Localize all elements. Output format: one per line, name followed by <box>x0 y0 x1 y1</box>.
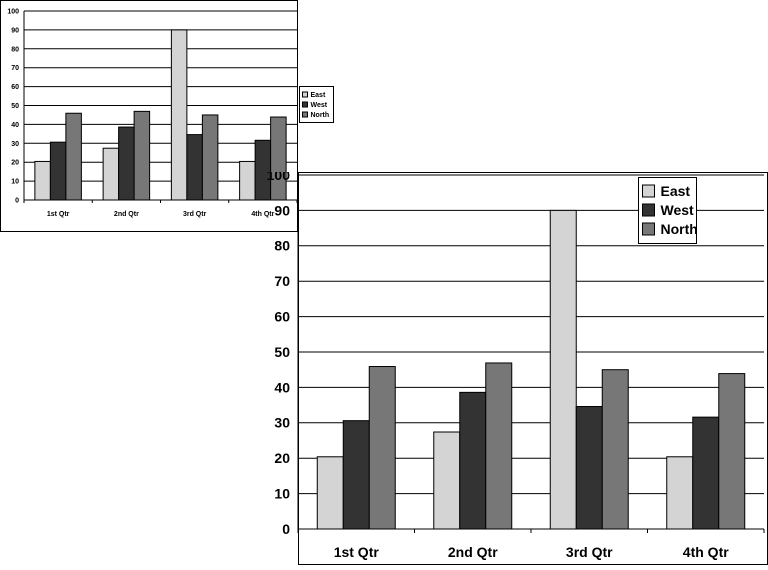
bar-west-2nd-qtr <box>118 126 135 201</box>
bar-east-1st-qtr <box>316 456 344 530</box>
legend-label-west: West <box>661 202 695 218</box>
legend-swatch-east <box>302 91 308 98</box>
bar-east-4th-qtr <box>666 456 694 530</box>
legend-swatch-north <box>642 222 655 236</box>
legend-label-east: East <box>311 92 326 99</box>
x-tick-label: 3rd Qtr <box>566 544 613 560</box>
bar-north-2nd-qtr <box>485 362 513 530</box>
y-tick-label: 100 <box>267 172 291 183</box>
y-tick-label: 70 <box>274 273 290 289</box>
legend-swatch-north <box>302 111 308 118</box>
bar-east-2nd-qtr <box>433 431 461 530</box>
bar-west-3rd-qtr <box>575 406 603 530</box>
bar-north-3rd-qtr <box>201 114 219 201</box>
y-tick-label: 90 <box>274 202 290 218</box>
bar-north-4th-qtr <box>718 373 746 530</box>
legend-swatch-east <box>642 184 655 198</box>
large-bar-chart: 0 10 20 30 40 50 60 70 80 90 100 1st Qtr 2nd Qtr 3rd … <box>258 167 768 565</box>
bar-west-1st-qtr <box>49 141 67 201</box>
y-tick-label: 10 <box>274 486 290 502</box>
y-tick-label: 70 <box>11 65 19 72</box>
small-bar-chart: 0 10 20 30 40 50 60 70 80 90 100 1st Qtr 2nd Qtr 3rd … <box>0 0 340 232</box>
chart-svg: 0 10 20 30 40 50 60 70 80 90 100 1st Qtr 2nd Qtr 3rd … <box>267 167 768 565</box>
x-tick-label: 2nd Qtr <box>448 544 498 560</box>
y-tick-label: 30 <box>274 415 290 431</box>
bar-west-4th-qtr <box>692 416 720 530</box>
y-tick-label: 20 <box>274 450 290 466</box>
bar-east-3rd-qtr <box>170 29 188 201</box>
y-tick-label: 20 <box>11 160 19 167</box>
y-tick-label: 0 <box>282 521 290 537</box>
bar-east-1st-qtr <box>34 160 51 201</box>
x-tick-label: 1st Qtr <box>334 544 380 560</box>
bar-west-2nd-qtr <box>459 391 487 530</box>
chart-svg: 0 10 20 30 40 50 60 70 80 90 100 1st Qtr 2nd Qtr 3rd … <box>0 0 334 232</box>
y-tick-label: 50 <box>274 344 290 360</box>
y-tick-label: 40 <box>274 379 290 395</box>
legend-label-north: North <box>311 112 330 119</box>
legend-label-west: West <box>311 102 328 109</box>
bar-north-3rd-qtr <box>601 369 629 530</box>
bar-east-4th-qtr <box>239 160 256 201</box>
x-tick-label: 4th Qtr <box>683 544 729 560</box>
y-tick-label: 0 <box>15 197 19 204</box>
bar-west-1st-qtr <box>342 420 370 530</box>
bar-north-1st-qtr <box>65 112 82 201</box>
x-tick-label: 3rd Qtr <box>183 211 207 218</box>
x-tick-label: 1st Qtr <box>47 211 70 218</box>
x-tick-label: 4th Qtr <box>251 211 274 218</box>
legend-label-east: East <box>661 183 691 199</box>
legend-swatch-west <box>302 101 308 108</box>
bar-east-2nd-qtr <box>102 147 120 201</box>
bar-north-2nd-qtr <box>133 110 151 201</box>
y-tick-label: 80 <box>11 46 19 53</box>
y-tick-label: 10 <box>11 179 19 186</box>
x-tick-label: 2nd Qtr <box>114 211 139 218</box>
y-tick-label: 90 <box>11 27 19 34</box>
y-tick-label: 80 <box>274 238 290 254</box>
bar-west-3rd-qtr <box>186 134 203 201</box>
y-tick-label: 40 <box>11 122 19 129</box>
bar-north-1st-qtr <box>368 366 396 530</box>
y-tick-label: 50 <box>11 103 19 110</box>
bar-east-3rd-qtr <box>549 209 577 530</box>
y-tick-label: 100 <box>7 8 19 15</box>
y-tick-label: 60 <box>11 84 19 91</box>
y-tick-label: 30 <box>11 141 19 148</box>
legend-swatch-west <box>642 203 655 217</box>
y-tick-label: 60 <box>274 309 290 325</box>
legend-label-north: North <box>661 221 698 237</box>
